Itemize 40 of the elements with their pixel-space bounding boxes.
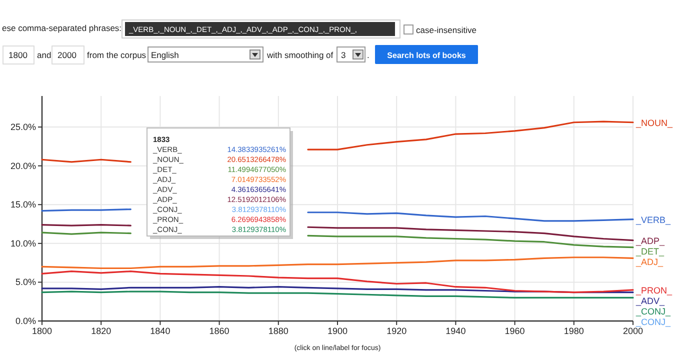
- series-label: _CONJ_: [635, 306, 672, 316]
- text: and: [37, 50, 52, 60]
- line-series: [41, 270, 634, 294]
- x-tick-label: 1880: [268, 326, 288, 336]
- series-label: _PRON_: [635, 285, 674, 296]
- y-tick-label: 20.0%: [10, 160, 36, 171]
- text: case-insensitive: [416, 25, 477, 35]
- y-tick-label: 15.0%: [10, 200, 36, 210]
- series-label: _NOUN_: [635, 118, 674, 128]
- series-label: _VERB_: [635, 214, 672, 225]
- series-label: _ADV_: [635, 296, 666, 306]
- x-tick-label: 1900: [327, 326, 348, 336]
- y-tick-label: 0.0%: [15, 316, 36, 326]
- x-tick-label: 1840: [150, 326, 170, 336]
- series-label: _ADJ_: [635, 256, 664, 267]
- text: 2000: [58, 50, 77, 60]
- text: with smoothing of: [266, 50, 334, 60]
- x-tick-label: 1980: [564, 326, 584, 336]
- text: ese comma-separated phrases:: [2, 23, 122, 33]
- x-tick-label: 1800: [32, 326, 52, 336]
- text: from the corpus: [87, 50, 146, 60]
- legend-label: _CONJ_: [635, 316, 672, 327]
- x-tick-label: 2000: [622, 326, 644, 336]
- x-tick-label: 1860: [209, 326, 230, 336]
- x-tick-label: 1940: [446, 326, 466, 336]
- line-series: [41, 256, 634, 270]
- x-tick-label: 1920: [386, 326, 407, 336]
- text: Search lots of books: [387, 51, 466, 60]
- text: 3: [341, 50, 346, 60]
- series-label: _DET_: [635, 246, 666, 256]
- text: English: [151, 50, 180, 60]
- text: .: [367, 50, 370, 60]
- text: 1800: [8, 50, 28, 60]
- x-tick-label: 1820: [91, 326, 112, 336]
- line-series: [41, 290, 634, 299]
- y-tick-label: 10.0%: [10, 238, 36, 248]
- y-tick-label: 25.0%: [10, 122, 36, 132]
- y-tick-label: 5.0%: [15, 277, 36, 288]
- series-label: _ADP_: [635, 236, 666, 246]
- x-tick-label: 1960: [504, 326, 525, 336]
